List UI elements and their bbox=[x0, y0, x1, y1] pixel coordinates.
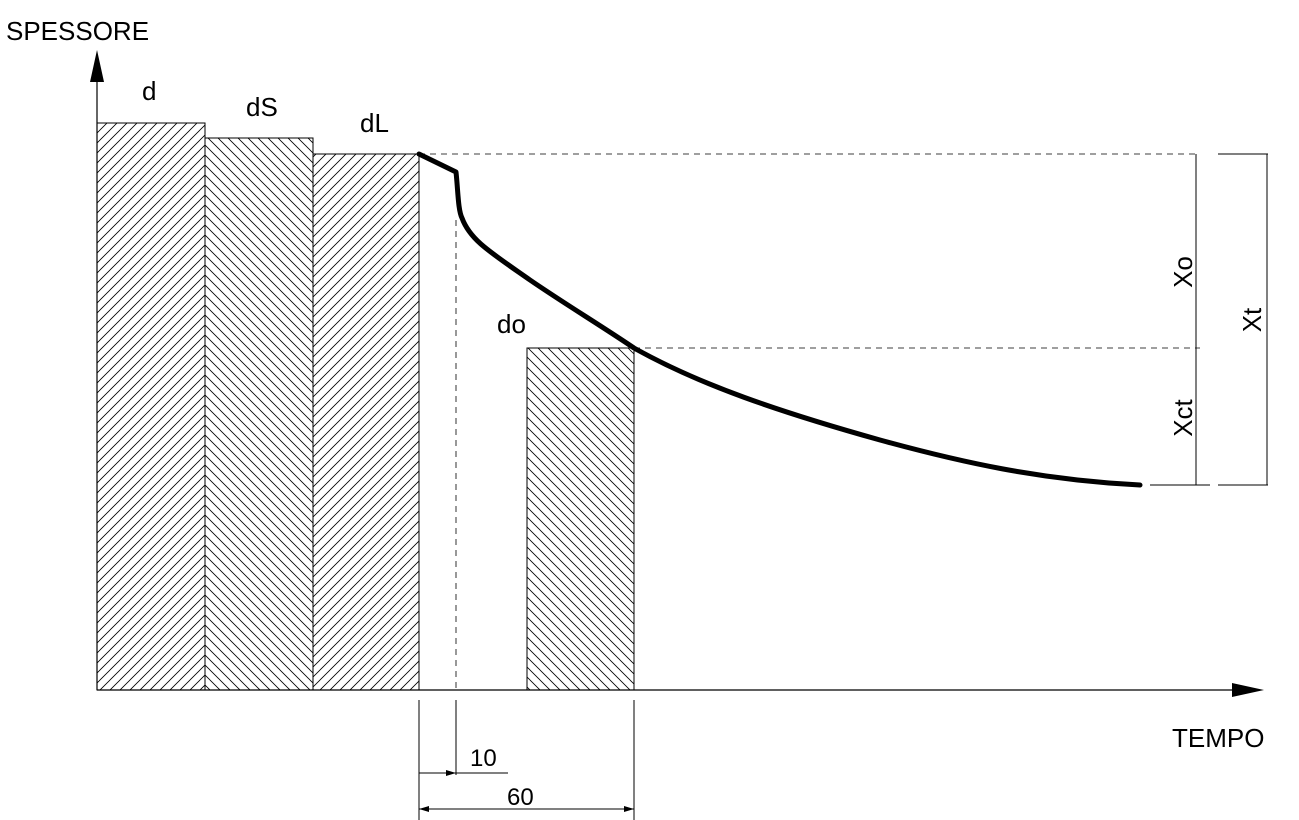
block-d-label: d bbox=[142, 76, 156, 106]
block-d bbox=[96, 122, 206, 691]
x-axis-arrow-icon bbox=[1232, 683, 1264, 697]
block-dl-label: dL bbox=[360, 108, 389, 138]
y-axis-title: SPESSORE bbox=[6, 16, 149, 46]
arrow-60-end-icon bbox=[624, 806, 634, 812]
thickness-curve bbox=[416, 151, 1143, 488]
arrow-60-start-icon bbox=[419, 806, 429, 812]
block-ds bbox=[204, 137, 314, 691]
dimension-xo-label: Xo bbox=[1168, 256, 1198, 288]
arrow-10-icon bbox=[446, 770, 456, 776]
dimension-xo bbox=[1150, 154, 1210, 486]
time-10-label: 10 bbox=[470, 745, 497, 772]
block-ds-label: dS bbox=[246, 92, 278, 122]
time-dimension-lines bbox=[418, 700, 635, 820]
reference-lines bbox=[419, 153, 1200, 690]
time-60-label: 60 bbox=[507, 784, 534, 811]
y-axis-arrow-icon bbox=[90, 50, 104, 82]
x-axis-title: TEMPO bbox=[1172, 723, 1264, 753]
block-do-label: do bbox=[497, 309, 526, 339]
dimension-xt bbox=[1218, 153, 1268, 486]
block-dl bbox=[312, 153, 420, 691]
dimension-xct-label: Xct bbox=[1168, 398, 1198, 436]
dimension-xt-label: Xt bbox=[1237, 307, 1267, 332]
block-do bbox=[526, 347, 635, 691]
